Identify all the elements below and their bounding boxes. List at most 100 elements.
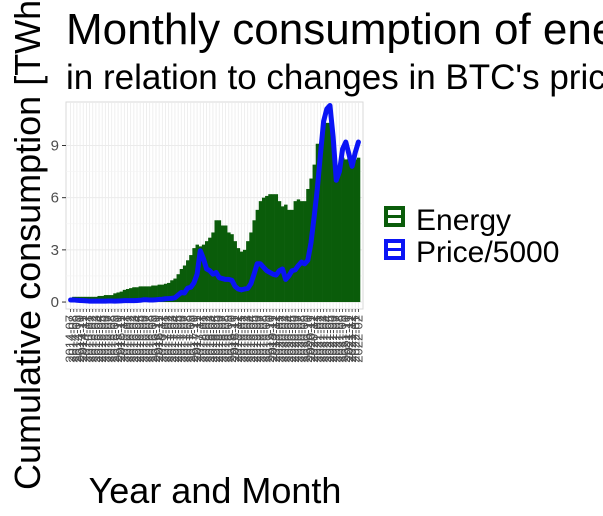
x-tick-label: 2018-08 (218, 315, 233, 363)
x-tick-label: 2019-10 (262, 315, 277, 363)
bar-energy (220, 225, 225, 303)
bar-energy (233, 241, 237, 303)
x-tick-label: 2018-07 (214, 315, 229, 363)
bar-energy (132, 287, 136, 303)
bar-energy (144, 286, 149, 303)
bar-energy (293, 201, 298, 303)
bar-energy (315, 143, 320, 303)
bar-energy (214, 220, 218, 303)
bar-energy (170, 280, 174, 303)
x-tick-label: 2015-10 (110, 315, 125, 363)
bar-energy (318, 145, 323, 303)
x-tick-label: 2014-09 (69, 315, 84, 363)
x-tick-label: 2015-08 (104, 315, 119, 363)
bar-energy (280, 206, 285, 303)
x-tick-label: 2017-02 (161, 315, 176, 363)
y-axis-label: Cumulative consumption [TWh] (7, 0, 48, 490)
bar-energy (167, 282, 171, 303)
bar-energy (173, 278, 177, 303)
x-tick-label: 2018-01 (195, 315, 210, 363)
bar-energy (176, 274, 181, 303)
bar-energy (160, 284, 165, 303)
bar-energy (179, 268, 184, 303)
x-tick-label: 2017-09 (183, 315, 198, 363)
bar-energy (344, 159, 348, 303)
bar-energy (255, 209, 260, 303)
x-tick-label: 2015-01 (82, 315, 97, 363)
bar-energy (186, 260, 190, 303)
bar-energy (163, 283, 168, 303)
x-tick-label: 2018-02 (199, 315, 214, 363)
bar-energy (242, 249, 247, 303)
x-tick-label: 2016-11 (151, 315, 166, 362)
y-tick-label: 9 (51, 137, 59, 154)
x-tick-label: 2017-06 (173, 315, 188, 363)
x-tick-label: 2020-10 (300, 315, 315, 363)
x-tick-label: 2014-08 (66, 315, 81, 363)
x-tick-label: 2017-01 (157, 315, 172, 363)
legend-label-energy: Energy (416, 204, 511, 237)
x-tick-label: 2015-07 (101, 315, 116, 363)
x-tick-label: 2021-08 (331, 315, 346, 363)
x-tick-label: 2021-09 (335, 315, 350, 363)
bar-energy (157, 284, 162, 303)
x-tick-label: 2017-08 (180, 315, 195, 363)
x-tick-label: 2021-06 (325, 315, 340, 363)
x-tick-label: 2018-12 (230, 315, 245, 363)
bar-energy (252, 220, 256, 303)
x-ticks: 2014-072014-082014-092014-102014-112014-… (63, 309, 365, 363)
y-tick-label: 0 (51, 294, 59, 311)
bar-energy (246, 241, 250, 303)
x-tick-label: 2019-06 (249, 315, 264, 363)
x-tick-label: 2018-04 (205, 315, 220, 363)
x-tick-label: 2021-03 (316, 315, 331, 363)
x-tick-label: 2018-03 (202, 315, 217, 363)
bar-energy (230, 234, 234, 303)
bar-energy (198, 246, 203, 303)
legend-label-price: Price/5000 (416, 236, 559, 269)
x-tick-label: 2018-06 (211, 315, 226, 363)
bar-energy (151, 285, 155, 303)
x-tick-label: 2020-07 (290, 315, 305, 363)
x-tick-label: 2016-07 (138, 315, 153, 363)
bar-energy (113, 293, 117, 303)
x-tick-label: 2017-10 (186, 315, 201, 363)
bar-energy (265, 195, 269, 303)
x-tick-label: 2014-11 (75, 315, 90, 362)
x-tick-label: 2016-01 (120, 315, 135, 363)
x-tick-label: 2017-04 (167, 315, 182, 363)
x-tick-label: 2016-02 (123, 315, 138, 363)
x-tick-label: 2022-02 (350, 315, 365, 363)
bar-energy (290, 209, 294, 303)
x-tick-label: 2021-07 (328, 315, 343, 363)
x-tick-label: 2015-03 (88, 315, 103, 363)
bar-energy (261, 197, 266, 303)
x-tick-label: 2016-12 (154, 315, 169, 363)
bar-energy (239, 251, 244, 303)
x-tick-label: 2015-02 (85, 315, 100, 363)
bar-energy (148, 286, 152, 303)
x-tick-label: 2019-01 (233, 315, 248, 363)
x-tick-label: 2019-02 (237, 315, 252, 363)
x-tick-label: 2020-08 (293, 315, 308, 363)
bar-energy (125, 288, 130, 303)
x-tick-label: 2016-05 (132, 315, 147, 363)
bar-energy (223, 225, 228, 303)
x-tick-label: 2015-11 (113, 315, 128, 362)
x-tick-label: 2017-03 (164, 315, 179, 363)
bar-energy (116, 292, 120, 303)
chart-title: Monthly consumption of energy (66, 5, 603, 54)
bar-energy (258, 201, 263, 303)
bar-energy (274, 194, 279, 303)
x-tick-label: 2021-11 (341, 315, 356, 362)
x-tick-label: 2019-11 (265, 315, 280, 362)
x-tick-label: 2020-02 (275, 315, 290, 363)
y-ticks: 0 3 6 9 (51, 137, 66, 311)
x-tick-label: 2015-09 (107, 315, 122, 363)
price-line (68, 102, 361, 304)
bar-energy (353, 159, 358, 303)
legend: Energy Price/5000 (384, 204, 559, 269)
bar-energy (322, 128, 326, 303)
bar-energy (284, 204, 288, 303)
